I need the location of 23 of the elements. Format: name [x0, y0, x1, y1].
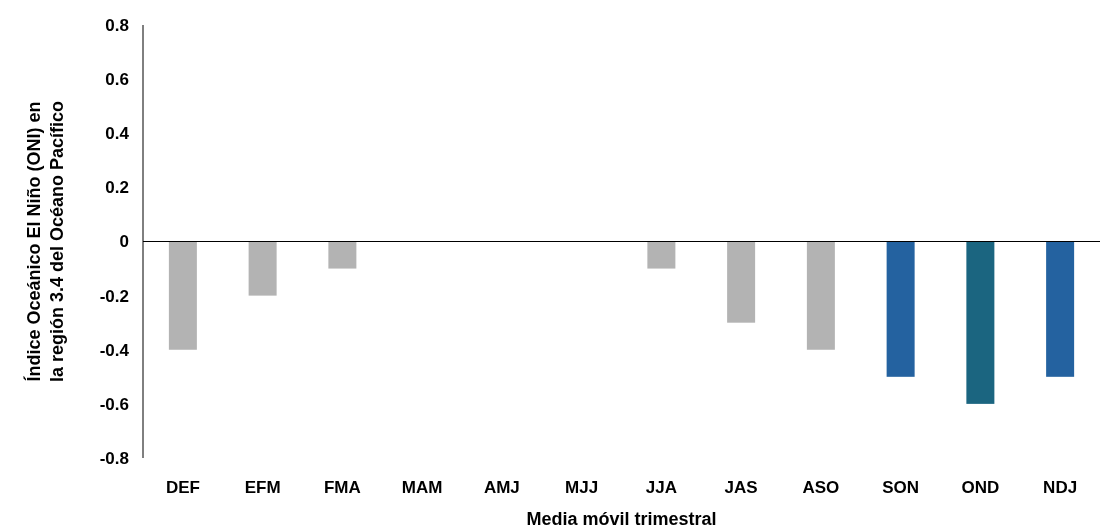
- x-tick-label: FMA: [323, 478, 361, 497]
- x-tick-label: DEF: [165, 478, 200, 497]
- y-tick-label: -0.2: [99, 286, 129, 306]
- x-tick-label: ASO: [802, 478, 840, 497]
- x-tick-label: OND: [961, 478, 1000, 497]
- y-tick-label: 0.8: [105, 15, 129, 35]
- y-axis-title: Índice Oceánico El Niño (ONI) en la región 3.4 del Océano Pacífico: [23, 100, 67, 383]
- y-tick-label: 0.4: [105, 124, 130, 144]
- y-tick-label: -0.8: [99, 448, 129, 468]
- x-tick-label: NDJ: [1043, 478, 1078, 497]
- x-tick-label: JAS: [724, 478, 758, 497]
- x-tick-label: SON: [882, 478, 920, 497]
- y-tick-label: -0.6: [99, 394, 129, 414]
- y-tick-label: -0.4: [99, 340, 130, 360]
- x-tick-label: MJJ: [565, 478, 599, 497]
- x-tick-label: MAM: [401, 478, 443, 497]
- y-tick-label: 0.6: [105, 70, 129, 90]
- y-tick-label: 0: [119, 232, 129, 252]
- x-tick-label: JJA: [645, 478, 677, 497]
- x-axis-title: Media móvil trimestral: [526, 509, 717, 529]
- x-tick-label: AMJ: [483, 478, 520, 497]
- y-tick-label: 0.2: [105, 178, 129, 198]
- x-tick-label: EFM: [244, 478, 281, 497]
